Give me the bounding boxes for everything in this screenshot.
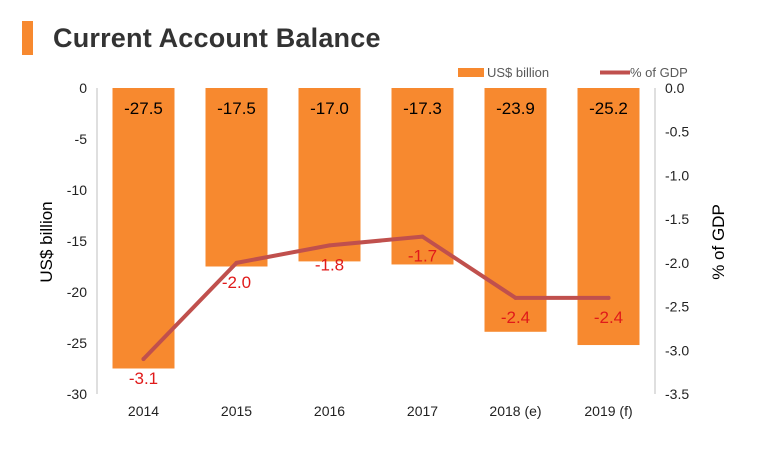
bar: [577, 88, 640, 346]
y-tick-right-label: -3.5: [665, 386, 689, 402]
gdp-line-point: [513, 295, 518, 300]
gdp-line-point: [234, 260, 239, 265]
y-tick-left-label: 0: [79, 80, 87, 96]
y-axis-right-title: % of GDP: [709, 204, 728, 280]
bars: [112, 88, 640, 369]
x-tick-label: 2015: [221, 403, 252, 419]
bar: [484, 88, 547, 332]
title-accent-bar: [22, 21, 33, 55]
y-tick-left-label: -30: [67, 386, 87, 402]
x-tick-label: 2014: [128, 403, 159, 419]
y-tick-right-label: -3.0: [665, 342, 689, 358]
gdp-value-label: -2.0: [222, 273, 251, 292]
legend: US$ billion % of GDP: [458, 65, 688, 80]
gdp-value-label: -1.8: [315, 255, 344, 274]
y-tick-left-label: -25: [67, 335, 87, 351]
bar: [298, 88, 361, 262]
gdp-line-point: [141, 357, 146, 362]
gdp-line-point: [420, 234, 425, 239]
gdp-value-label: -2.4: [594, 308, 623, 327]
legend-swatch-bar: [458, 68, 484, 77]
bar-value-label: -17.3: [403, 99, 442, 118]
bar-value-label: -23.9: [496, 99, 535, 118]
y-tick-right-label: -0.5: [665, 124, 689, 140]
bar-value-label: -17.0: [310, 99, 349, 118]
y-tick-left-label: -20: [67, 284, 87, 300]
y-tick-left-label: -5: [75, 131, 88, 147]
y-tick-right-label: -2.0: [665, 255, 689, 271]
axes: 0 -5 -10 -15 -20 -25 -30 0.0 -0.5 -1.0 -1.5 -2.0 -2.…: [67, 80, 690, 419]
bar: [112, 88, 175, 369]
gdp-line-point: [327, 243, 332, 248]
y-axis-left-title: US$ billion: [37, 201, 56, 282]
x-tick-label: 2018 (e): [489, 403, 541, 419]
data-labels: -27.5 -17.5 -17.0 -17.3 -23.9 -25.2 -3.1 -2.0 -1…: [124, 99, 628, 388]
bar: [205, 88, 268, 267]
gdp-value-label: -1.7: [408, 247, 437, 266]
y-tick-right-label: 0.0: [665, 80, 685, 96]
gdp-value-label: -2.4: [501, 308, 530, 327]
legend-label-bar: US$ billion: [487, 65, 549, 80]
y-tick-right-label: -2.5: [665, 299, 689, 315]
y-tick-right-label: -1.5: [665, 211, 689, 227]
x-tick-label: 2019 (f): [584, 403, 632, 419]
bar-value-label: -17.5: [217, 99, 256, 118]
legend-label-line: % of GDP: [630, 65, 688, 80]
x-tick-label: 2017: [407, 403, 438, 419]
gdp-line-point: [606, 295, 611, 300]
y-tick-left-label: -10: [67, 182, 87, 198]
y-tick-left-label: -15: [67, 233, 87, 249]
bar-value-label: -25.2: [589, 99, 628, 118]
title-block: Current Account Balance: [22, 18, 381, 58]
gdp-value-label: -3.1: [129, 369, 158, 388]
y-tick-right-label: -1.0: [665, 167, 689, 183]
bar-value-label: -27.5: [124, 99, 163, 118]
chart-title: Current Account Balance: [53, 22, 381, 53]
gdp-line-path: [141, 234, 611, 362]
gdp-line: [141, 234, 611, 362]
x-tick-label: 2016: [314, 403, 345, 419]
